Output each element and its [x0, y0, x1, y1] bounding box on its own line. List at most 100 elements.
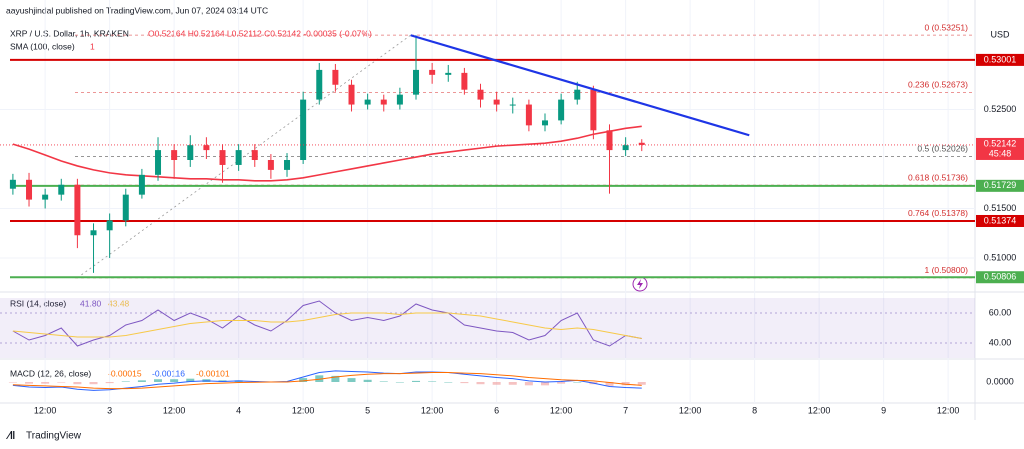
histogram-bar: [170, 379, 179, 382]
histogram-bar: [444, 382, 453, 383]
x-tick-label: 12:00: [679, 405, 702, 415]
candle-body: [138, 174, 145, 195]
currency-label: USD: [990, 29, 1010, 39]
price-label: 0.50806: [984, 272, 1017, 282]
candle-body: [396, 94, 403, 105]
candle-body: [187, 145, 194, 160]
histogram-bar: [637, 382, 646, 385]
price-label-box: [976, 53, 1024, 66]
price-label-box: [976, 179, 1024, 192]
brand-logo: ⁄‖: [5, 430, 15, 442]
histogram-bar: [315, 375, 324, 382]
candle-body: [429, 69, 436, 75]
x-tick-label: 3: [107, 405, 112, 415]
price-label-box: [976, 214, 1024, 227]
candle-body: [622, 145, 629, 151]
fib-label: 0.236 (0.52673): [908, 80, 968, 90]
y-tick-label: 0.51000: [984, 252, 1017, 262]
fib-label: 0.5 (0.52026): [917, 144, 968, 154]
x-tick-label: 8: [752, 405, 757, 415]
x-tick-label: 12:00: [808, 405, 831, 415]
rsi-line: [12, 312, 642, 339]
candle-body: [606, 130, 613, 151]
candle-body: [203, 145, 210, 151]
histogram-bar: [508, 382, 517, 385]
histogram-bar: [25, 382, 34, 384]
price-label: 0.51729: [984, 180, 1017, 190]
histogram-bar: [331, 375, 340, 382]
x-tick-label: 4: [236, 405, 241, 415]
histogram-bar: [395, 382, 404, 383]
candle-body: [284, 160, 291, 170]
histogram-bar: [557, 382, 566, 384]
sma-line: [12, 125, 642, 182]
histogram-bar: [154, 379, 163, 382]
histogram-bar: [41, 382, 50, 384]
candle-body: [155, 150, 162, 175]
lightning-icon: [637, 279, 643, 289]
rsi-line: [12, 300, 642, 347]
candle-body: [348, 84, 355, 105]
price-label: 0.53001: [984, 54, 1017, 64]
rsi-band: [0, 297, 975, 359]
ohlc-values: O0.52164 H0.52164 L0.52112 C0.52142 -0.0…: [148, 28, 372, 38]
candle-body: [267, 160, 274, 170]
x-tick-label: 12:00: [163, 405, 186, 415]
candle-body: [558, 99, 565, 121]
publisher-caption: aayushjindal published on TradingView.co…: [6, 5, 268, 15]
histogram-bar: [121, 381, 130, 382]
histogram-bar: [8, 382, 17, 383]
fib-label: 0.764 (0.51378): [908, 208, 968, 218]
y-tick-label: 0.0000: [986, 376, 1014, 386]
candle-body: [74, 184, 81, 236]
x-tick-label: 12:00: [34, 405, 57, 415]
histogram-bar: [73, 382, 82, 385]
x-tick-label: 6: [494, 405, 499, 415]
last-price-box: [976, 137, 1024, 160]
histogram-bar: [573, 382, 582, 383]
candle-body: [461, 72, 468, 90]
fib-label: 0 (0.53251): [925, 22, 969, 32]
x-tick-label: 12:00: [292, 405, 315, 415]
candle-body: [90, 230, 97, 236]
histogram-bar: [89, 382, 98, 385]
histogram-bar: [186, 378, 195, 382]
x-tick-label: 12:00: [937, 405, 960, 415]
candle-body: [122, 194, 129, 221]
sma-legend-value: 1: [90, 41, 95, 51]
histogram-bar: [476, 382, 485, 385]
candle-body: [509, 104, 516, 106]
candle-body: [445, 72, 452, 75]
candle-body: [58, 184, 65, 195]
y-tick-label: 0.51500: [984, 203, 1017, 213]
trend-line: [410, 34, 750, 137]
y-tick-label: 0.52500: [984, 104, 1017, 114]
candle-body: [332, 69, 339, 85]
macd-line: [12, 372, 642, 390]
macd-legend-value: -0.00101: [196, 368, 230, 378]
candle-body: [493, 99, 500, 105]
macd-legend-value: -0.00116: [152, 368, 185, 378]
candle-body: [235, 150, 242, 165]
candle-body: [219, 150, 226, 165]
fib-label: 1 (0.50800): [925, 265, 969, 275]
candle-body: [525, 104, 532, 126]
histogram-bar: [541, 382, 550, 386]
last-price-label: 0.52142: [984, 138, 1017, 148]
histogram-bar: [412, 380, 421, 382]
candle-body: [251, 150, 258, 160]
candle-body: [300, 99, 307, 160]
histogram-bar: [105, 382, 114, 384]
candle-body: [638, 142, 645, 145]
candle-body: [26, 179, 33, 200]
candle-body: [542, 120, 549, 126]
histogram-bar: [137, 380, 146, 382]
histogram-bar: [460, 382, 469, 384]
y-tick-label: 60.00: [989, 307, 1012, 317]
price-label-box: [976, 271, 1024, 284]
x-tick-label: 12:00: [421, 405, 444, 415]
histogram-bar: [347, 378, 356, 382]
histogram-bar: [363, 379, 372, 382]
